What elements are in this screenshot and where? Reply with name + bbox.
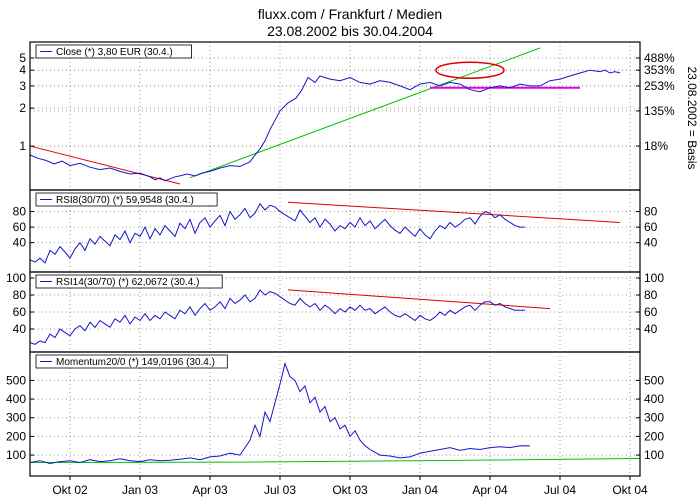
legend-label: RSI14(30/70) (*) 62,0672 (30.4.) (56, 277, 199, 288)
left-tick-label: 3 (19, 79, 26, 93)
chart-panels: 54 3 2 1 488%353% 253% 135% 18% Close (*) 3,80 E… (6, 41, 675, 477)
x-tick-label: Okt 02 (52, 483, 88, 497)
legend-box (35, 192, 218, 207)
left-tick-label: 1 (19, 139, 26, 153)
x-tick-label: Jan 03 (122, 483, 158, 497)
left-tick-label: 100 (6, 271, 26, 285)
right-tick-label: 488% (644, 51, 675, 65)
left-tick-label: 200 (6, 429, 26, 443)
right-tick-label: 60 (644, 220, 658, 234)
chart-subtitle: 23.08.2002 bis 30.04.2004 (267, 23, 433, 39)
rsi8-trend-line (287, 201, 621, 223)
legend-label: RSI8(30/70) (*) 59,9548 (30.4.) (56, 195, 194, 206)
left-tick-label: 4 (19, 63, 26, 77)
downtrend-line (29, 145, 181, 185)
legend-box (35, 44, 193, 59)
x-tick-label: Okt 03 (332, 483, 368, 497)
right-tick-label: 200 (644, 429, 664, 443)
legend-box (35, 354, 228, 369)
right-tick-label: 500 (644, 373, 664, 387)
right-tick-label: 100 (644, 271, 664, 285)
left-tick-label: 60 (13, 220, 27, 234)
momentum-signal-line (29, 457, 641, 464)
left-tick-label: 40 (13, 322, 27, 336)
right-tick-label: 18% (644, 139, 668, 153)
chart-title: fluxx.com / Frankfurt / Medien (258, 6, 442, 22)
left-tick-label: 80 (13, 205, 27, 219)
panel-momentum: 500 400 300 200 100 500 400 300 200 100 Momentum20… (6, 351, 664, 477)
right-tick-label: 353% (644, 63, 675, 77)
legend: RSI14(30/70) (*) 62,0672 (30.4.) (35, 274, 223, 289)
right-tick-label: 40 (644, 236, 658, 250)
left-tick-label: 400 (6, 392, 26, 406)
legend: RSI8(30/70) (*) 59,9548 (30.4.) (35, 192, 218, 207)
left-tick-label: 500 (6, 373, 26, 387)
left-tick-label: 5 (19, 51, 26, 65)
legend-box (35, 274, 223, 289)
x-tick-label: Apr 03 (192, 483, 228, 497)
right-tick-label: 400 (644, 392, 664, 406)
right-tick-label: 60 (644, 305, 658, 319)
right-tick-label: 80 (644, 288, 658, 302)
x-tick-label: Jul 03 (264, 483, 296, 497)
x-tick-label: Jul 04 (544, 483, 576, 497)
right-tick-label: 135% (644, 104, 675, 118)
legend-label: Momentum20/0 (*) 149,0196 (30.4.) (56, 357, 215, 368)
right-tick-label: 40 (644, 322, 658, 336)
legend: Momentum20/0 (*) 149,0196 (30.4.) (35, 354, 228, 369)
right-tick-label: 100 (644, 448, 664, 462)
x-tick-label: Jan 04 (402, 483, 438, 497)
right-axis-label: 23.08.2002 = Basis (685, 66, 699, 169)
series-line-rsi8 (29, 202, 525, 264)
x-tick-label: Apr 04 (472, 483, 508, 497)
series-line-momentum (29, 361, 531, 465)
left-tick-label: 60 (13, 305, 27, 319)
series-line-rsi14 (29, 289, 525, 345)
highlight-ellipse (435, 61, 505, 79)
legend-label: Close (*) 3,80 EUR (30.4.) (56, 47, 173, 58)
series-line-price (29, 69, 621, 182)
right-tick-label: 80 (644, 205, 658, 219)
left-tick-label: 2 (19, 101, 26, 115)
panel-price: 54 3 2 1 488%353% 253% 135% 18% Close (*) 3,80 E… (19, 41, 675, 191)
panel-rsi14: 100 80 60 40 100 80 60 40 RSI14(30/70) (*) 62,06… (6, 271, 664, 353)
panel-frame (29, 351, 641, 477)
legend: Close (*) 3,80 EUR (30.4.) (35, 44, 193, 59)
x-axis-ticks: Okt 02 Jan 03 Apr 03 Jul 03 Okt 03 Jan 04 Apr … (52, 476, 648, 497)
left-tick-label: 300 (6, 411, 26, 425)
x-tick-label: Okt 04 (612, 483, 648, 497)
rsi14-trend-line (287, 289, 551, 310)
left-tick-label: 80 (13, 288, 27, 302)
left-tick-label: 40 (13, 236, 27, 250)
uptrend-line (189, 47, 541, 179)
left-tick-label: 100 (6, 448, 26, 462)
right-tick-label: 253% (644, 79, 675, 93)
right-tick-label: 300 (644, 411, 664, 425)
